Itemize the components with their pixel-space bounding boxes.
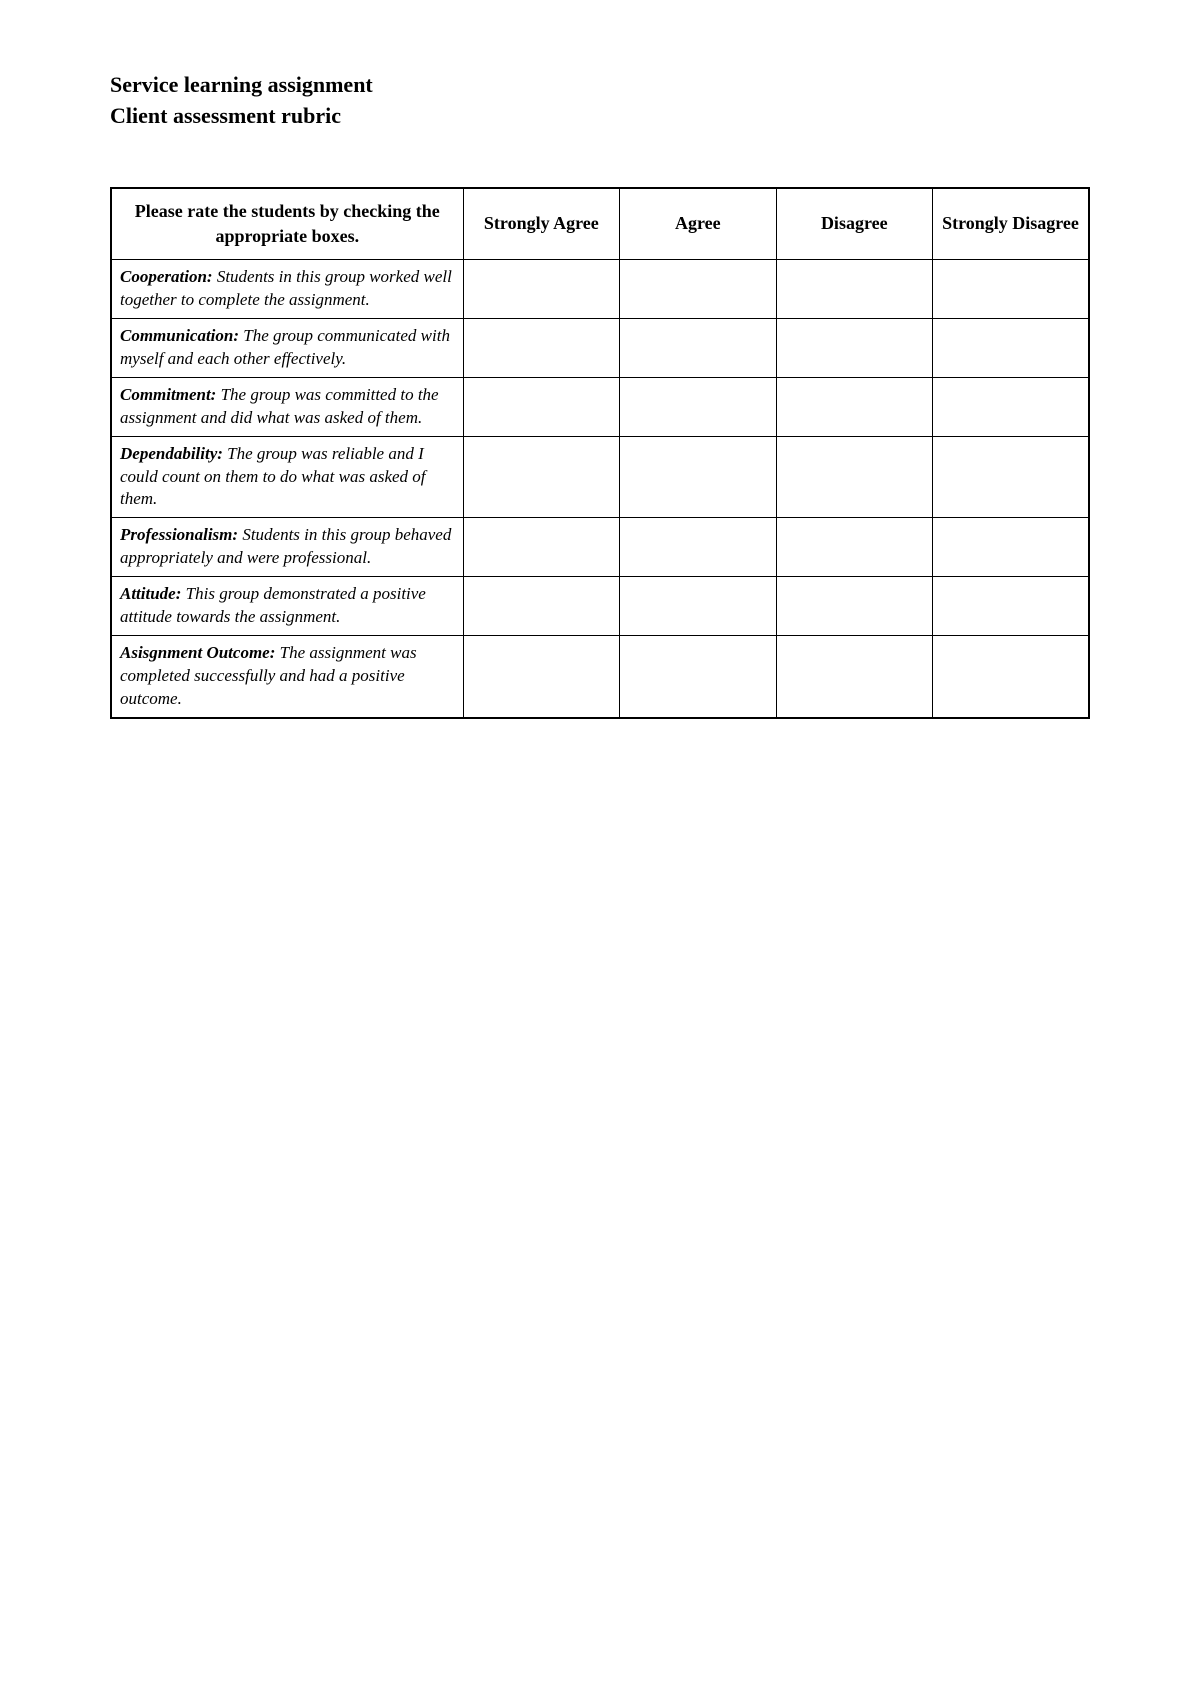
table-body: Cooperation: Students in this group work… — [111, 259, 1089, 718]
rating-cell-disagree[interactable] — [776, 377, 932, 436]
rating-cell-agree[interactable] — [620, 436, 776, 518]
rating-cell-strongly-disagree[interactable] — [933, 318, 1090, 377]
column-agree: Agree — [620, 188, 776, 260]
category-label: Dependability: — [120, 444, 223, 463]
rating-cell-strongly-disagree[interactable] — [933, 377, 1090, 436]
row-label-professionalism: Professionalism: Students in this group … — [111, 518, 463, 577]
category-label: Asisgnment Outcome: — [120, 643, 275, 662]
row-label-dependability: Dependability: The group was reliable an… — [111, 436, 463, 518]
rating-cell-strongly-agree[interactable] — [463, 318, 619, 377]
row-label-commitment: Commitment: The group was committed to t… — [111, 377, 463, 436]
rating-cell-disagree[interactable] — [776, 636, 932, 718]
rating-cell-agree[interactable] — [620, 518, 776, 577]
row-label-cooperation: Cooperation: Students in this group work… — [111, 259, 463, 318]
rating-cell-disagree[interactable] — [776, 436, 932, 518]
rating-cell-disagree[interactable] — [776, 318, 932, 377]
rating-cell-strongly-agree[interactable] — [463, 377, 619, 436]
category-label: Professionalism: — [120, 525, 238, 544]
table-row: Professionalism: Students in this group … — [111, 518, 1089, 577]
column-strongly-disagree: Strongly Disagree — [933, 188, 1090, 260]
rating-cell-strongly-agree[interactable] — [463, 259, 619, 318]
instruction-header: Please rate the students by checking the… — [111, 188, 463, 260]
rating-cell-strongly-disagree[interactable] — [933, 518, 1090, 577]
table-row: Cooperation: Students in this group work… — [111, 259, 1089, 318]
rating-cell-agree[interactable] — [620, 318, 776, 377]
rating-cell-agree[interactable] — [620, 577, 776, 636]
rubric-table: Please rate the students by checking the… — [110, 187, 1090, 719]
rating-cell-strongly-disagree[interactable] — [933, 577, 1090, 636]
title-line-2: Client assessment rubric — [110, 101, 1090, 132]
column-strongly-agree: Strongly Agree — [463, 188, 619, 260]
table-row: Communication: The group communicated wi… — [111, 318, 1089, 377]
title-line-1: Service learning assignment — [110, 70, 1090, 101]
row-label-attitude: Attitude: This group demonstrated a posi… — [111, 577, 463, 636]
rating-cell-strongly-agree[interactable] — [463, 518, 619, 577]
category-label: Cooperation: — [120, 267, 213, 286]
rating-cell-strongly-disagree[interactable] — [933, 259, 1090, 318]
category-label: Communication: — [120, 326, 239, 345]
rating-cell-strongly-agree[interactable] — [463, 636, 619, 718]
rating-cell-agree[interactable] — [620, 259, 776, 318]
category-label: Commitment: — [120, 385, 216, 404]
table-row: Attitude: This group demonstrated a posi… — [111, 577, 1089, 636]
rating-cell-agree[interactable] — [620, 377, 776, 436]
rating-cell-agree[interactable] — [620, 636, 776, 718]
rating-cell-strongly-agree[interactable] — [463, 577, 619, 636]
table-row: Commitment: The group was committed to t… — [111, 377, 1089, 436]
rating-cell-strongly-disagree[interactable] — [933, 436, 1090, 518]
category-label: Attitude: — [120, 584, 181, 603]
document-header: Service learning assignment Client asses… — [110, 70, 1090, 132]
table-header-row: Please rate the students by checking the… — [111, 188, 1089, 260]
column-disagree: Disagree — [776, 188, 932, 260]
rating-cell-disagree[interactable] — [776, 518, 932, 577]
rating-cell-strongly-disagree[interactable] — [933, 636, 1090, 718]
rating-cell-strongly-agree[interactable] — [463, 436, 619, 518]
rating-cell-disagree[interactable] — [776, 259, 932, 318]
row-label-communication: Communication: The group communicated wi… — [111, 318, 463, 377]
table-row: Asisgnment Outcome: The assignment was c… — [111, 636, 1089, 718]
table-row: Dependability: The group was reliable an… — [111, 436, 1089, 518]
rating-cell-disagree[interactable] — [776, 577, 932, 636]
row-label-outcome: Asisgnment Outcome: The assignment was c… — [111, 636, 463, 718]
